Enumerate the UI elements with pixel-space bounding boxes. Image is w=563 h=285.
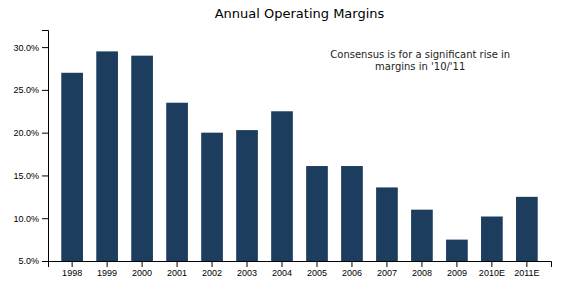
x-tick: 2003 bbox=[237, 261, 257, 278]
bar bbox=[271, 111, 293, 261]
y-tick-label: 10.0% bbox=[13, 214, 39, 224]
y-tick-label: 15.0% bbox=[13, 171, 39, 181]
x-tick-label: 2008 bbox=[412, 268, 432, 278]
y-axis-line bbox=[42, 31, 49, 262]
x-axis-line bbox=[49, 262, 552, 268]
x-tick: 1998 bbox=[62, 261, 82, 278]
x-tick: 2008 bbox=[412, 261, 432, 278]
x-tick: 2005 bbox=[307, 261, 327, 278]
x-tick: 2010E bbox=[479, 261, 505, 278]
bar bbox=[411, 210, 433, 261]
x-tick-mark bbox=[526, 261, 527, 267]
x-tick-mark bbox=[421, 261, 422, 267]
x-axis: 1998 1999 2000 2001 2002 2003 2004 2005 2006 2007… bbox=[49, 261, 552, 278]
x-tick: 2002 bbox=[202, 261, 222, 278]
x-tick-mark bbox=[282, 261, 283, 267]
bar bbox=[516, 197, 538, 261]
x-tick-mark bbox=[386, 261, 387, 267]
x-tick-label: 2001 bbox=[167, 268, 187, 278]
x-tick-mark bbox=[351, 261, 352, 267]
y-tick-label: 25.0% bbox=[13, 85, 39, 95]
x-tick-label: 1999 bbox=[97, 268, 117, 278]
bar bbox=[481, 217, 503, 261]
y-tick-label: 20.0% bbox=[13, 128, 39, 138]
bar bbox=[96, 51, 118, 261]
bars bbox=[61, 51, 537, 261]
x-tick-label: 2011E bbox=[514, 268, 539, 278]
x-tick-label: 2003 bbox=[237, 268, 257, 278]
x-tick-mark bbox=[72, 261, 73, 267]
x-tick: 2000 bbox=[132, 261, 152, 278]
y-tick: 30.0% bbox=[13, 42, 48, 52]
x-tick-mark bbox=[491, 261, 492, 267]
x-tick-label: 1998 bbox=[62, 268, 82, 278]
x-tick: 2011E bbox=[514, 261, 539, 278]
bar bbox=[376, 187, 398, 261]
x-tick-label: 2010E bbox=[479, 268, 505, 278]
x-tick-mark bbox=[177, 261, 178, 267]
x-tick: 2009 bbox=[447, 261, 467, 278]
x-tick: 2004 bbox=[272, 261, 292, 278]
y-tick-mark bbox=[42, 218, 48, 219]
y-tick: 25.0% bbox=[13, 85, 48, 95]
annotation: Consensus is for a significant rise inma… bbox=[330, 49, 510, 72]
y-tick-mark bbox=[42, 175, 48, 176]
x-tick-mark bbox=[142, 261, 143, 267]
bar bbox=[201, 133, 223, 261]
x-tick: 1999 bbox=[97, 261, 117, 278]
y-axis: 5.0% 10.0% 15.0% 20.0% 25.0% 30.0% bbox=[13, 31, 48, 267]
bar bbox=[236, 130, 258, 261]
x-tick-mark bbox=[107, 261, 108, 267]
y-tick-label: 5.0% bbox=[18, 256, 39, 266]
y-tick: 10.0% bbox=[13, 214, 48, 224]
bar bbox=[446, 240, 468, 261]
x-tick-mark bbox=[247, 261, 248, 267]
chart: 5.0% 10.0% 15.0% 20.0% 25.0% 30.0% 1998 1999 200… bbox=[0, 0, 563, 285]
y-tick-mark bbox=[42, 133, 48, 134]
x-tick-label: 2006 bbox=[342, 268, 362, 278]
x-tick-mark bbox=[456, 261, 457, 267]
title: Annual Operating Margins bbox=[215, 6, 385, 21]
x-tick-mark bbox=[316, 261, 317, 267]
x-tick: 2007 bbox=[377, 261, 397, 278]
bar bbox=[61, 73, 83, 261]
x-tick-label: 2000 bbox=[132, 268, 152, 278]
x-tick-mark bbox=[212, 261, 213, 267]
y-tick-mark bbox=[42, 261, 48, 262]
x-tick-label: 2005 bbox=[307, 268, 327, 278]
bar bbox=[306, 166, 328, 261]
x-tick-label: 2002 bbox=[202, 268, 222, 278]
y-tick: 15.0% bbox=[13, 171, 48, 181]
y-tick-label: 30.0% bbox=[13, 42, 39, 52]
x-tick: 2006 bbox=[342, 261, 362, 278]
x-tick-label: 2009 bbox=[447, 268, 467, 278]
bar bbox=[131, 56, 153, 261]
y-tick-mark bbox=[42, 47, 48, 48]
bar bbox=[341, 166, 363, 261]
y-tick: 20.0% bbox=[13, 128, 48, 138]
plot: 5.0% 10.0% 15.0% 20.0% 25.0% 30.0% 1998 1999 200… bbox=[13, 31, 551, 279]
x-tick-label: 2004 bbox=[272, 268, 292, 278]
bar bbox=[166, 103, 188, 261]
x-tick: 2001 bbox=[167, 261, 187, 278]
x-tick-label: 2007 bbox=[377, 268, 397, 278]
y-tick-mark bbox=[42, 90, 48, 91]
y-tick: 5.0% bbox=[18, 256, 48, 266]
